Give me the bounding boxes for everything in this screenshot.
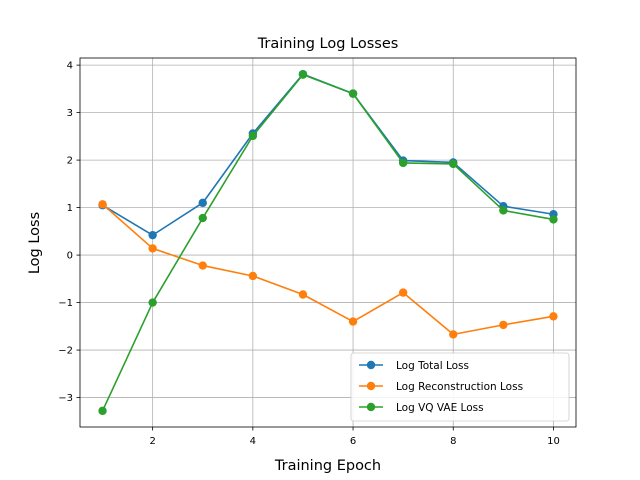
legend-label: Log Reconstruction Loss <box>396 381 523 393</box>
y-tick-label: 0 <box>67 251 73 262</box>
ticks: 2 4 6 8 10 −3 −2 −1 0 1 2 3 4 <box>58 61 560 447</box>
grid <box>80 58 576 427</box>
data-point <box>549 312 558 321</box>
y-tick-label: −2 <box>58 346 73 357</box>
legend-entry: Log VQ VAE Loss <box>359 402 484 414</box>
plot-frame <box>79 57 577 428</box>
legend-marker <box>366 402 376 412</box>
data-point <box>98 406 107 416</box>
data-point <box>549 215 558 224</box>
data-point <box>148 298 157 307</box>
data-point <box>98 200 107 209</box>
data-point <box>348 89 358 98</box>
y-axis-label: Log Loss <box>27 212 43 274</box>
data-point <box>398 288 408 297</box>
x-axis-label: Training Epoch <box>274 458 381 474</box>
x-tick-label: 4 <box>250 436 256 447</box>
x-tick-label: 8 <box>450 436 456 447</box>
x-tick-label: 10 <box>547 436 560 447</box>
series-2 <box>98 200 558 339</box>
data-point <box>148 230 157 240</box>
chart-title: Training Log Losses <box>257 36 399 52</box>
legend-label: Log Total Loss <box>396 360 469 372</box>
data-point <box>248 131 258 141</box>
data-point <box>298 290 308 299</box>
data-point <box>198 213 207 223</box>
data-point <box>248 271 258 281</box>
series-line <box>102 203 554 336</box>
y-tick-label: 3 <box>67 108 73 119</box>
legend-entry: Log Total Loss <box>359 360 469 372</box>
series-line <box>101 73 554 412</box>
y-tick-label: 1 <box>67 203 73 214</box>
y-tick-label: 2 <box>67 156 73 167</box>
x-tick-label: 6 <box>350 436 356 447</box>
y-tick-label: −3 <box>58 393 73 404</box>
data-point <box>398 158 408 168</box>
y-tick-label: 4 <box>67 61 73 72</box>
data-point <box>198 198 207 208</box>
legend-label: Log VQ VAE Loss <box>396 402 484 414</box>
legend-marker <box>366 360 376 370</box>
series-layer <box>98 69 558 416</box>
series-3 <box>98 70 558 416</box>
legend-entry: Log Reconstruction Loss <box>359 381 523 393</box>
legend-box <box>350 352 570 422</box>
legend: Log Total Loss Log Reconstruction Loss Log… <box>350 352 570 422</box>
data-point <box>298 70 308 79</box>
data-point <box>499 320 508 330</box>
y-tick-label: −1 <box>58 298 73 309</box>
data-point <box>499 206 508 215</box>
x-tick-label: 2 <box>149 436 155 447</box>
data-point <box>449 330 458 339</box>
legend-marker <box>366 381 376 391</box>
data-point <box>449 159 458 169</box>
data-point <box>198 261 207 270</box>
data-point <box>148 244 157 253</box>
data-point <box>348 317 358 326</box>
